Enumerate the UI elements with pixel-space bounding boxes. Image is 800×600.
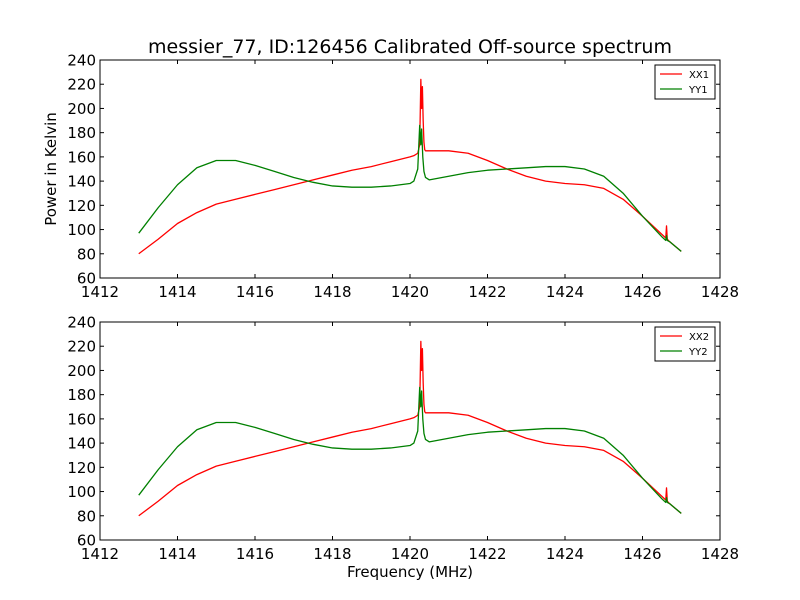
- y-tick-label: 100: [67, 221, 96, 239]
- y-tick-label: 180: [67, 386, 96, 404]
- x-tick-label: 1428: [701, 545, 739, 563]
- y-tick-label: 200: [67, 362, 96, 380]
- x-tick-label: 1428: [701, 283, 739, 301]
- x-tick-label: 1426: [623, 545, 661, 563]
- chart-title: messier_77, ID:126456 Calibrated Off-sou…: [148, 36, 672, 58]
- y-tick-label: 220: [67, 76, 96, 94]
- axes-frame-top: [99, 59, 721, 279]
- x-tick-label: 1426: [623, 283, 661, 301]
- y-tick-label: 60: [77, 532, 96, 550]
- series-line-xx1: [138, 78, 682, 255]
- x-tick-label: 1422: [468, 545, 506, 563]
- x-tick-label: 1418: [313, 283, 351, 301]
- x-tick-label: 1420: [391, 545, 429, 563]
- x-axis-label: Frequency (MHz): [347, 563, 473, 581]
- legend-label-xx1: XX1: [689, 70, 709, 81]
- legend-box: [654, 326, 716, 362]
- series-line-yy2: [138, 386, 682, 514]
- x-tick-label: 1414: [158, 283, 196, 301]
- plot-bottom: 1412 1414 1416 1418 1420 1422 1424 1426 1428 60 80…: [67, 314, 739, 582]
- y-axis-label: Power in Kelvin: [42, 112, 60, 226]
- y-tick-label: 180: [67, 124, 96, 142]
- y-tick-label: 140: [67, 435, 96, 453]
- x-tick-label: 1420: [391, 283, 429, 301]
- legend-box: [654, 64, 716, 100]
- y-tick-label: 160: [67, 148, 96, 166]
- x-tick-label: 1424: [546, 545, 584, 563]
- y-tick-label: 240: [67, 52, 96, 70]
- y-tick-label: 240: [67, 314, 96, 332]
- legend-label-xx2: XX2: [689, 332, 709, 343]
- x-tick-label: 1416: [236, 283, 274, 301]
- plot-top: 1412 1414 1416 1418 1420 1422 1424 1426 1428 60 80…: [42, 52, 739, 302]
- legend-label-yy1: YY1: [688, 85, 708, 96]
- x-tick-label: 1424: [546, 283, 584, 301]
- y-tick-label: 140: [67, 173, 96, 191]
- x-tick-label: 1416: [236, 545, 274, 563]
- y-tick-label: 160: [67, 410, 96, 428]
- y-tick-label: 200: [67, 100, 96, 118]
- x-tick-label: 1412: [81, 545, 119, 563]
- x-tick-label: 1422: [468, 283, 506, 301]
- y-tick-label: 120: [67, 197, 96, 215]
- y-tick-label: 60: [77, 270, 96, 288]
- y-tick-label: 120: [67, 459, 96, 477]
- series-line-xx2: [138, 340, 682, 517]
- y-tick-label: 220: [67, 338, 96, 356]
- x-tick-label: 1412: [81, 283, 119, 301]
- y-tick-label: 100: [67, 483, 96, 501]
- series-line-yy1: [138, 124, 682, 252]
- axes-frame-bottom: [99, 321, 721, 541]
- x-tick-label: 1418: [313, 545, 351, 563]
- y-tick-label: 80: [77, 245, 96, 263]
- x-tick-label: 1414: [158, 545, 196, 563]
- legend-label-yy2: YY2: [688, 347, 708, 358]
- y-tick-label: 80: [77, 507, 96, 525]
